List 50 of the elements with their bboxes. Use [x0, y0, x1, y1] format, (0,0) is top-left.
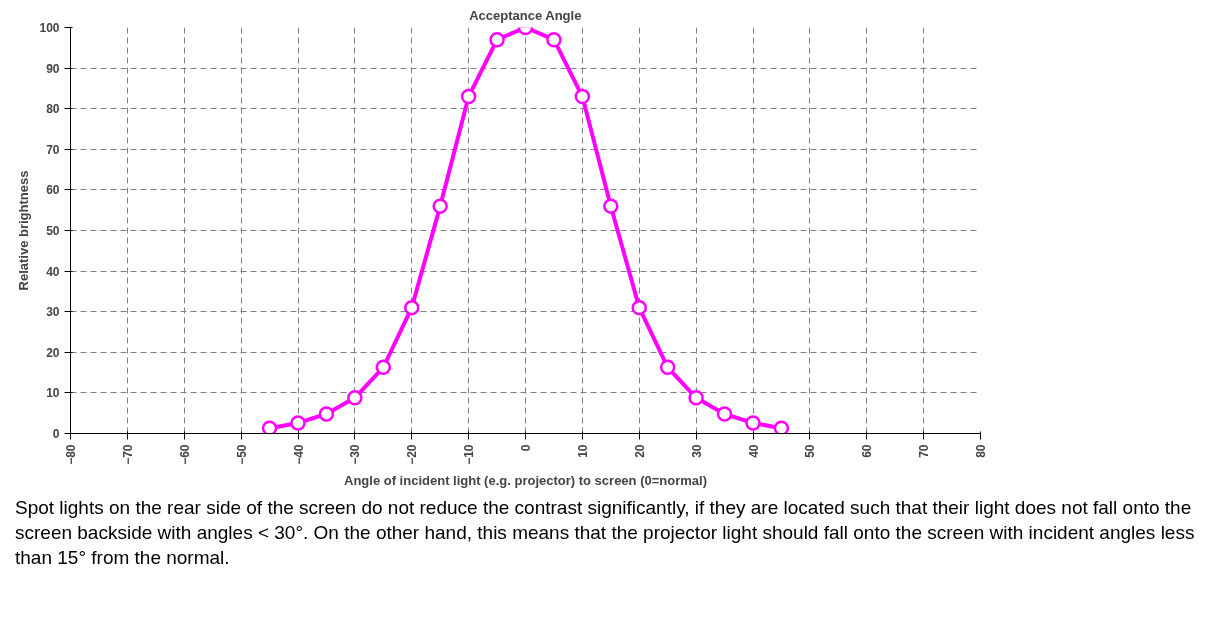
point — [659, 359, 676, 376]
point — [290, 415, 306, 431]
y-tick-label: 100 — [39, 21, 60, 35]
x-tick-label: 10 — [575, 444, 590, 458]
point — [603, 198, 619, 214]
point — [574, 88, 591, 105]
x-tick-label: 70 — [917, 444, 932, 458]
y-tick-label: 10 — [46, 386, 60, 401]
text: Spot lights on the rear side of the screen do not reduce the contrast significantly, if they are located such that their light does not fall onto the screen backside with angles < 30°. On the other hand, this means that the projector light should fall onto the screen with incident angles less than 15° from the normal. — [14, 496, 1195, 570]
point — [404, 299, 420, 316]
x-tick-label: −60 — [177, 444, 192, 465]
x-tick-label: −80 — [64, 444, 78, 465]
y-tick-label: 0 — [52, 427, 60, 441]
x-tick-label: −40 — [291, 444, 306, 465]
y-tick-label: 70 — [46, 142, 60, 157]
x-tick-label: 80 — [974, 444, 988, 458]
point — [773, 420, 790, 434]
x-tick-label: −50 — [234, 444, 249, 465]
point — [347, 390, 363, 406]
point — [489, 31, 505, 48]
y-tick-label: 80 — [46, 102, 60, 117]
x-tick-label: 30 — [689, 444, 704, 458]
point — [688, 390, 704, 406]
x-tick-label: 0 — [519, 444, 533, 452]
point — [460, 88, 477, 105]
y-tick-label: 90 — [46, 61, 60, 76]
point — [375, 359, 392, 376]
x-tick-label: −30 — [348, 444, 363, 465]
point — [631, 299, 647, 316]
y-axis-title: Relative brightness — [16, 170, 32, 291]
x-tick-label: 60 — [860, 444, 875, 458]
chart-title: Acceptance Angle — [469, 7, 582, 23]
x-tick-label: 50 — [803, 444, 818, 458]
point — [716, 406, 733, 422]
point — [745, 415, 761, 431]
y-tick-label: 60 — [46, 183, 60, 198]
point — [432, 198, 448, 214]
point — [261, 420, 278, 434]
x-tick-label: −20 — [405, 444, 420, 465]
x-tick-label: 20 — [632, 444, 647, 458]
x-axis-title: Angle of incident light (e.g. projector) to screen (0=normal) — [344, 472, 707, 488]
y-tick-label: 20 — [46, 345, 60, 360]
x-tick-label: −10 — [462, 444, 477, 465]
y-tick-label: 30 — [46, 305, 60, 320]
y-tick-label: 40 — [46, 264, 60, 279]
x-tick-label: 40 — [746, 444, 761, 458]
point — [318, 406, 335, 422]
x-tick-label: −70 — [120, 444, 135, 465]
point — [546, 31, 562, 48]
y-tick-label: 50 — [46, 224, 60, 238]
